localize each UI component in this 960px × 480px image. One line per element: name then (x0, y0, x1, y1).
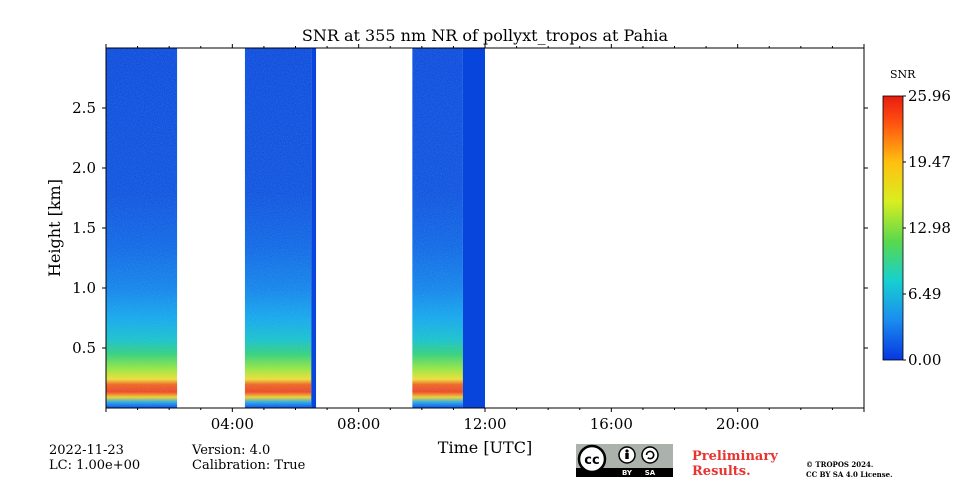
x-tick-label: 16:00 (590, 415, 633, 433)
heatmap-segment-4 (462, 48, 485, 408)
cc-by-text: BY (622, 469, 633, 477)
plot-area (106, 48, 485, 408)
preliminary-line-2: Results. (692, 464, 751, 479)
heatmap-texture-3 (412, 48, 463, 408)
info-date: 2022-11-23 (49, 443, 124, 458)
svg-text:cc: cc (584, 453, 599, 468)
heatmap-segment-2 (311, 48, 317, 408)
x-axis-label: Time [UTC] (438, 438, 532, 457)
colorbar-tick-label: 12.98 (908, 219, 951, 237)
colorbar-tick-label: 19.47 (908, 153, 951, 171)
copyright-line-2: CC BY SA 4.0 License. (806, 470, 893, 479)
x-tick-label: 12:00 (463, 415, 506, 433)
info-version: Version: 4.0 (192, 443, 271, 458)
info-date-block: 2022-11-23 LC: 1.00e+00 (49, 443, 140, 473)
info-version-block: Version: 4.0 Calibration: True (192, 443, 305, 473)
y-tick-label: 2.5 (72, 99, 96, 117)
x-tick-label: 20:00 (716, 415, 759, 433)
y-tick-label: 1.0 (72, 279, 96, 297)
info-calibration: Calibration: True (192, 458, 306, 473)
colorbar-label: SNR (890, 68, 916, 81)
colorbar-tick-label: 25.96 (908, 87, 951, 105)
cc-sa-text: SA (645, 469, 656, 477)
preliminary-line-1: Preliminary (692, 449, 778, 464)
x-axis: 04:00 08:00 12:00 16:00 20:00 (105, 44, 865, 433)
preliminary-notice: Preliminary Results. (692, 449, 778, 479)
colorbar (882, 95, 904, 361)
x-tick-label: 08:00 (337, 415, 380, 433)
y-tick-label: 1.5 (72, 219, 96, 237)
cc-by-sa-license-icon: cc BY SA (576, 444, 673, 477)
colorbar-ticks: 0.00 6.49 12.98 19.47 25.96 (903, 87, 951, 369)
chart-title: SNR at 355 nm NR of pollyxt_tropos at Pa… (302, 26, 669, 45)
y-tick-label: 2.0 (72, 159, 96, 177)
info-lc: LC: 1.00e+00 (49, 458, 141, 473)
colorbar-tick-label: 0.00 (908, 351, 941, 369)
copyright-line-1: © TROPOS 2024. (806, 460, 874, 469)
colorbar-tick-label: 6.49 (908, 285, 941, 303)
heatmap-texture-1 (244, 48, 312, 408)
y-tick-label: 0.5 (72, 339, 96, 357)
heatmap-texture-0 (106, 48, 178, 408)
y-axis: 0.5 1.0 1.5 2.0 2.5 (72, 99, 868, 357)
y-axis-label: Height [km] (45, 179, 64, 277)
copyright-notice: © TROPOS 2024. CC BY SA 4.0 License. (806, 460, 893, 480)
x-tick-label: 04:00 (211, 415, 254, 433)
